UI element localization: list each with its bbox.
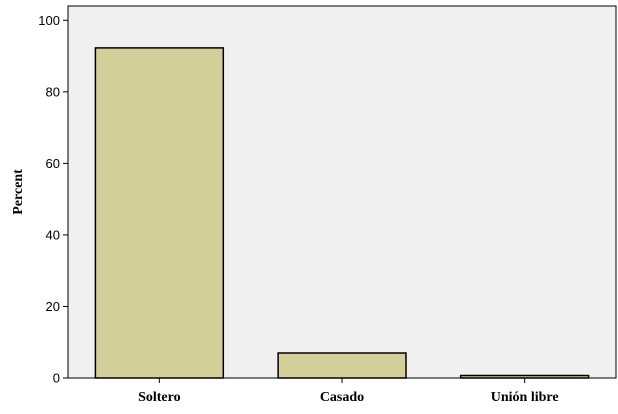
y-tick-label-1: 20	[46, 299, 60, 314]
y-tick-label-4: 80	[46, 84, 60, 99]
y-tick-label-2: 40	[46, 227, 60, 242]
bars-group	[94, 47, 590, 379]
y-axis: 0 20 40 60 80 100	[38, 6, 69, 386]
y-tick-label-3: 60	[46, 156, 60, 171]
x-tick-label-0: Soltero	[138, 390, 181, 405]
x-tick-label-2: Unión libre	[491, 390, 559, 405]
bar-1	[277, 352, 407, 379]
x-tick-label-1: Casado	[320, 390, 364, 405]
y-axis-title: Percent	[11, 169, 26, 215]
bar-0	[94, 47, 225, 379]
y-tick-label-5: 100	[38, 13, 60, 28]
y-tick-label-0: 0	[53, 371, 60, 386]
x-axis: Soltero Casado Unión libre	[68, 377, 616, 405]
